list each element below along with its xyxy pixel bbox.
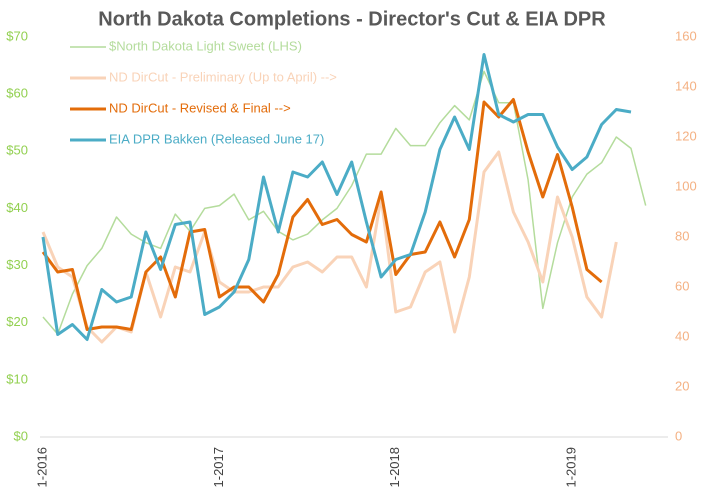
x-tick-label: 1-2019 bbox=[564, 447, 579, 487]
series-line bbox=[41, 53, 632, 341]
y-tick-label: $10 bbox=[6, 371, 28, 386]
legend-label: EIA DPR Bakken (Released June 17) bbox=[109, 131, 324, 146]
y-tick-label: $40 bbox=[6, 200, 28, 215]
y-tick-label: $70 bbox=[6, 28, 28, 43]
y2-tick-label: 20 bbox=[675, 378, 689, 393]
y2-tick-label: 40 bbox=[675, 328, 689, 343]
y2-tick-label: 80 bbox=[675, 228, 689, 243]
y2-tick-label: 160 bbox=[675, 28, 697, 43]
x-tick-label: 1-2017 bbox=[211, 447, 226, 487]
chart-title: North Dakota Completions - Director's Cu… bbox=[98, 8, 606, 30]
y2-tick-label: 100 bbox=[675, 178, 697, 193]
legend-label: ND DirCut - Preliminary (Up to April) --… bbox=[109, 69, 337, 84]
y2-tick-label: 120 bbox=[675, 128, 697, 143]
legend-label: $North Dakota Light Sweet (LHS) bbox=[109, 38, 302, 53]
y-tick-label: $60 bbox=[6, 86, 28, 101]
y2-tick-label: 140 bbox=[675, 78, 697, 93]
y2-tick-label: 0 bbox=[675, 428, 682, 443]
y-tick-label: $30 bbox=[6, 257, 28, 272]
legend-label: ND DirCut - Revised & Final --> bbox=[109, 100, 291, 115]
y-tick-label: $50 bbox=[6, 143, 28, 158]
y2-tick-label: 60 bbox=[675, 278, 689, 293]
x-tick-label: 1-2016 bbox=[34, 447, 49, 487]
y-tick-label: $0 bbox=[14, 428, 28, 443]
x-tick-label: 1-2018 bbox=[387, 447, 402, 487]
y-tick-label: $20 bbox=[6, 314, 28, 329]
series-line bbox=[41, 98, 603, 331]
